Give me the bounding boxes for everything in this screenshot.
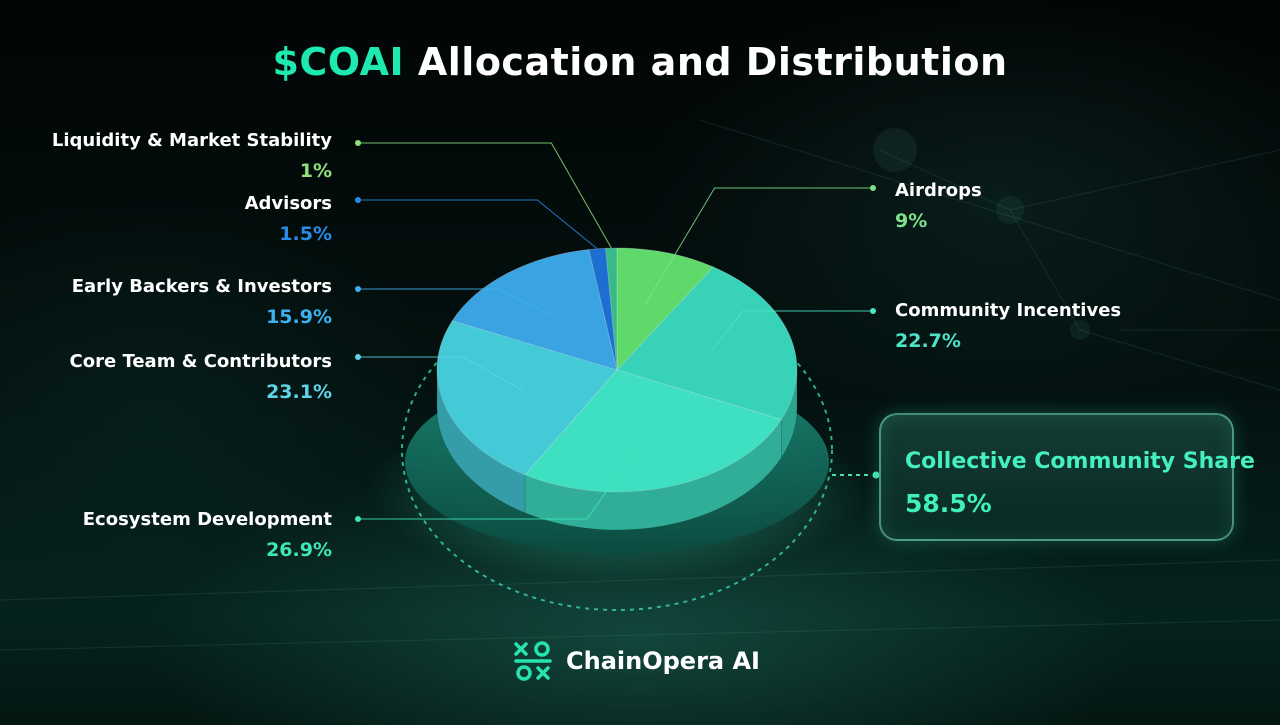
title-accent: $COAI (272, 40, 405, 84)
label-name: Airdrops (895, 180, 982, 201)
leader-dot-1 (870, 308, 876, 314)
slice-2 (524, 369, 783, 493)
label-value: 15.9% (266, 306, 332, 328)
label-community-incentives: Community Incentives 22.7% (895, 302, 1121, 351)
label-early-backers: Early Backers & Investors 15.9% (72, 278, 332, 327)
label-advisors: Advisors 1.5% (245, 195, 332, 244)
label-value: 23.1% (266, 381, 332, 403)
brand: ChainOpera AI (512, 640, 760, 682)
label-name: Advisors (244, 193, 332, 214)
chainopera-logo-icon (514, 641, 552, 681)
label-name: Community Incentives (895, 300, 1122, 321)
label-airdrops: Airdrops 9% (895, 182, 982, 231)
leader-line-3 (358, 356, 523, 391)
leader-line-0 (644, 187, 873, 306)
collective-share-card: Collective Community Share 58.5% (879, 413, 1255, 541)
label-name: Ecosystem Development (82, 509, 332, 530)
slice-3 (436, 320, 618, 476)
label-value: 1.5% (279, 223, 332, 245)
leader-dot-2 (355, 516, 361, 522)
leader-dot-4 (355, 286, 361, 292)
label-name: Early Backers & Investors (71, 276, 332, 297)
label-value: 1% (299, 160, 332, 182)
leader-line-2 (358, 433, 648, 520)
leader-dot-0 (870, 185, 876, 191)
brand-name: ChainOpera AI (566, 647, 760, 675)
title-text: Allocation and Distribution (417, 40, 1008, 84)
leader-dot-6 (355, 140, 361, 146)
label-core-team: Core Team & Contributors 23.1% (70, 353, 332, 402)
collective-share-label: Collective Community Share (905, 449, 1255, 474)
page-title: $COAI Allocation and Distribution (0, 40, 1280, 84)
label-name: Core Team & Contributors (69, 351, 332, 372)
label-ecosystem: Ecosystem Development 26.9% (83, 511, 332, 560)
leader-line-1 (711, 310, 873, 351)
leader-line-6 (358, 142, 612, 249)
collective-share-value: 58.5% (905, 489, 992, 518)
slice-1 (616, 266, 798, 421)
label-value: 26.9% (266, 539, 332, 561)
label-liquidity: Liquidity & Market Stability 1% (52, 132, 332, 181)
share-connector-dot (872, 471, 880, 479)
label-name: Liquidity & Market Stability (51, 130, 332, 151)
leader-line-5 (358, 199, 598, 250)
label-value: 9% (895, 210, 928, 232)
base-orbit (401, 289, 833, 611)
slice-4 (451, 249, 618, 371)
leader-dot-3 (355, 354, 361, 360)
slice-5 (588, 247, 618, 371)
pie-tops (436, 247, 798, 493)
leader-dot-5 (355, 197, 361, 203)
label-value: 22.7% (895, 330, 961, 352)
leader-line-4 (358, 288, 557, 318)
slice-0 (616, 247, 715, 372)
leader-lines (355, 140, 880, 522)
